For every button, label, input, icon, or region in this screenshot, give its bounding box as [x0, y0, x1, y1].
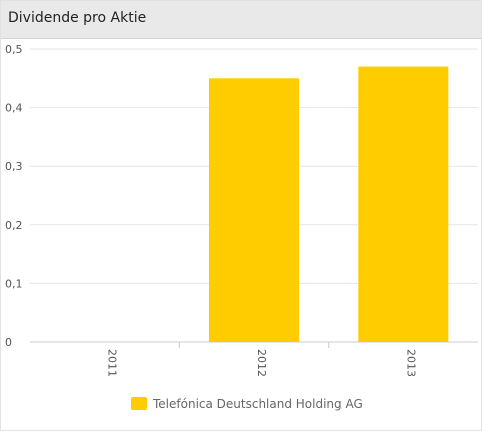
y-tick-label: 0,3 [5, 160, 23, 173]
x-tick-label: 2012 [255, 349, 268, 377]
legend[interactable]: Telefónica Deutschland Holding AG [131, 397, 363, 411]
legend-label: Telefónica Deutschland Holding AG [152, 397, 363, 411]
x-tick-label: 2013 [404, 349, 417, 377]
y-tick-label: 0 [5, 336, 12, 349]
x-tick-label: 2011 [106, 349, 119, 377]
y-tick-label: 0,5 [5, 43, 23, 56]
chart-title: Dividende pro Aktie [8, 10, 147, 26]
bar-2012[interactable] [209, 78, 299, 343]
y-tick-label: 0,1 [5, 277, 23, 290]
bars [209, 66, 449, 343]
bar-2013[interactable] [358, 66, 449, 342]
y-tick-label: 0,2 [5, 219, 23, 232]
legend-swatch [131, 397, 147, 410]
widget-header: Dividende pro Aktie [1, 1, 481, 39]
x-axis: 2011 2012 2013 [106, 342, 417, 377]
y-axis: 0 0,1 0,2 0,3 0,4 0,5 [5, 43, 23, 349]
y-tick-label: 0,4 [5, 102, 23, 115]
